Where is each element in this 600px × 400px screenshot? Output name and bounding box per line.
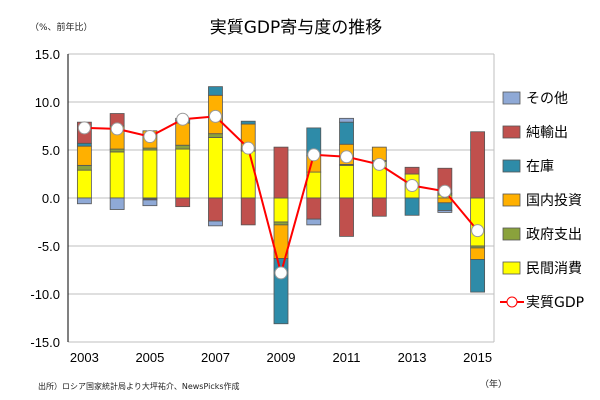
real-gdp-point: [110, 122, 124, 136]
stacked-bars: [76, 86, 486, 325]
y-tick-label: -5.0: [38, 239, 60, 254]
bar-segment-netexp: [404, 166, 420, 175]
real-gdp-point: [471, 224, 485, 238]
y-tick-label: 0.0: [42, 191, 60, 206]
x-tick-label: 2009: [267, 350, 296, 365]
bar-segment-private: [240, 150, 256, 199]
chart-title: 実質GDP寄与度の推移: [210, 18, 383, 38]
bar-segment-other: [142, 199, 158, 207]
bar-segment-netexp: [371, 197, 387, 217]
bar-segment-inventory: [240, 120, 256, 125]
bar-segment-netexp: [208, 197, 223, 222]
real-gdp-point: [143, 130, 157, 144]
bar-segment-private: [76, 169, 92, 199]
bar-segment-private: [273, 197, 289, 223]
bar-segment-gov: [109, 148, 125, 153]
real-gdp-point: [274, 266, 288, 280]
bar-segment-netexp: [240, 197, 256, 226]
legend-swatch: [502, 125, 521, 139]
real-gdp-point: [372, 157, 386, 171]
legend-swatch: [502, 91, 521, 105]
bar-segment-gov: [273, 221, 289, 226]
legend-label: その他: [526, 91, 568, 107]
bar-segment-netexp: [273, 146, 289, 199]
x-tick-label: 2003: [70, 350, 99, 365]
bar-segment-other: [339, 117, 354, 123]
bar-segment-inventory: [76, 142, 92, 147]
bar-segment-private: [208, 137, 223, 199]
legend-swatch: [502, 261, 521, 275]
y-tick-label: -15.0: [30, 335, 60, 350]
y-tick-label: -10.0: [30, 287, 60, 302]
x-axis-ticks: 2003 2005 2007 2009 2011 2013 2015: [70, 350, 492, 365]
bar-segment-other: [208, 220, 223, 227]
bar-segment-private: [109, 151, 125, 199]
real-gdp-point: [241, 141, 255, 155]
bar-segment-gov: [175, 144, 191, 150]
bar-segment-invest: [175, 122, 191, 146]
real-gdp-point: [77, 121, 91, 135]
bar-segment-invest: [470, 247, 486, 260]
legend-swatch: [502, 227, 521, 241]
legend-label: 在庫: [526, 158, 554, 175]
real-gdp-point: [405, 179, 419, 193]
real-gdp-point: [208, 109, 222, 123]
bar-segment-inventory: [437, 202, 453, 211]
real-gdp-series: [77, 109, 485, 280]
real-gdp-point: [307, 148, 321, 162]
bar-segment-netexp: [470, 131, 486, 199]
real-gdp-point: [340, 150, 354, 164]
x-tick-label: 2005: [135, 350, 164, 365]
legend-label: 政府支出: [526, 227, 582, 243]
x-tick-label: 2007: [201, 350, 230, 365]
source-note: 出所）ロシア国家統計局より大坪祐介、NewsPicks作成: [38, 381, 240, 391]
bar-segment-other: [437, 210, 453, 213]
bar-segment-private: [175, 148, 191, 199]
bar-segment-inventory: [208, 86, 223, 96]
bar-segment-gov: [208, 133, 223, 138]
bar-segment-other: [76, 197, 92, 205]
x-axis-unit-label: （年）: [480, 378, 507, 390]
bar-segment-private: [142, 149, 158, 199]
legend-label: 純輸出: [526, 125, 568, 141]
legend-swatch: [502, 159, 521, 173]
bar-segment-other: [109, 197, 125, 210]
y-tick-label: 15.0: [35, 47, 60, 62]
bar-segment-inventory: [404, 197, 420, 216]
legend-label: 国内投資: [526, 193, 582, 209]
bar-segment-other: [306, 218, 322, 226]
axes: [67, 54, 495, 342]
x-tick-label: 2013: [398, 350, 427, 365]
legend-label: 民間消費: [526, 261, 582, 277]
bar-segment-invest: [76, 145, 92, 166]
bar-segment-private: [470, 197, 486, 247]
bar-segment-netexp: [306, 197, 322, 220]
bar-segment-inventory: [339, 121, 354, 145]
x-tick-label: 2011: [333, 350, 361, 365]
bar-segment-private: [339, 164, 354, 199]
bar-segment-inventory: [470, 259, 486, 293]
y-tick-label: 10.0: [35, 95, 60, 110]
real-gdp-point: [438, 184, 452, 198]
legend-swatch: [502, 193, 521, 207]
legend-line-marker: [506, 296, 518, 308]
legend-label: 実質GDP: [526, 295, 584, 311]
y-tick-label: 5.0: [42, 143, 60, 158]
bar-segment-gov: [76, 164, 92, 171]
bar-segment-netexp: [339, 197, 354, 237]
y-axis-ticks: 15.0 10.0 5.0 0.0 -5.0 -10.0 -15.0: [30, 47, 60, 350]
x-tick-label: 2015: [463, 350, 492, 365]
bar-segment-netexp: [175, 197, 191, 208]
y-axis-unit-label: （%、前年比）: [30, 21, 93, 33]
real-gdp-point: [176, 112, 190, 126]
